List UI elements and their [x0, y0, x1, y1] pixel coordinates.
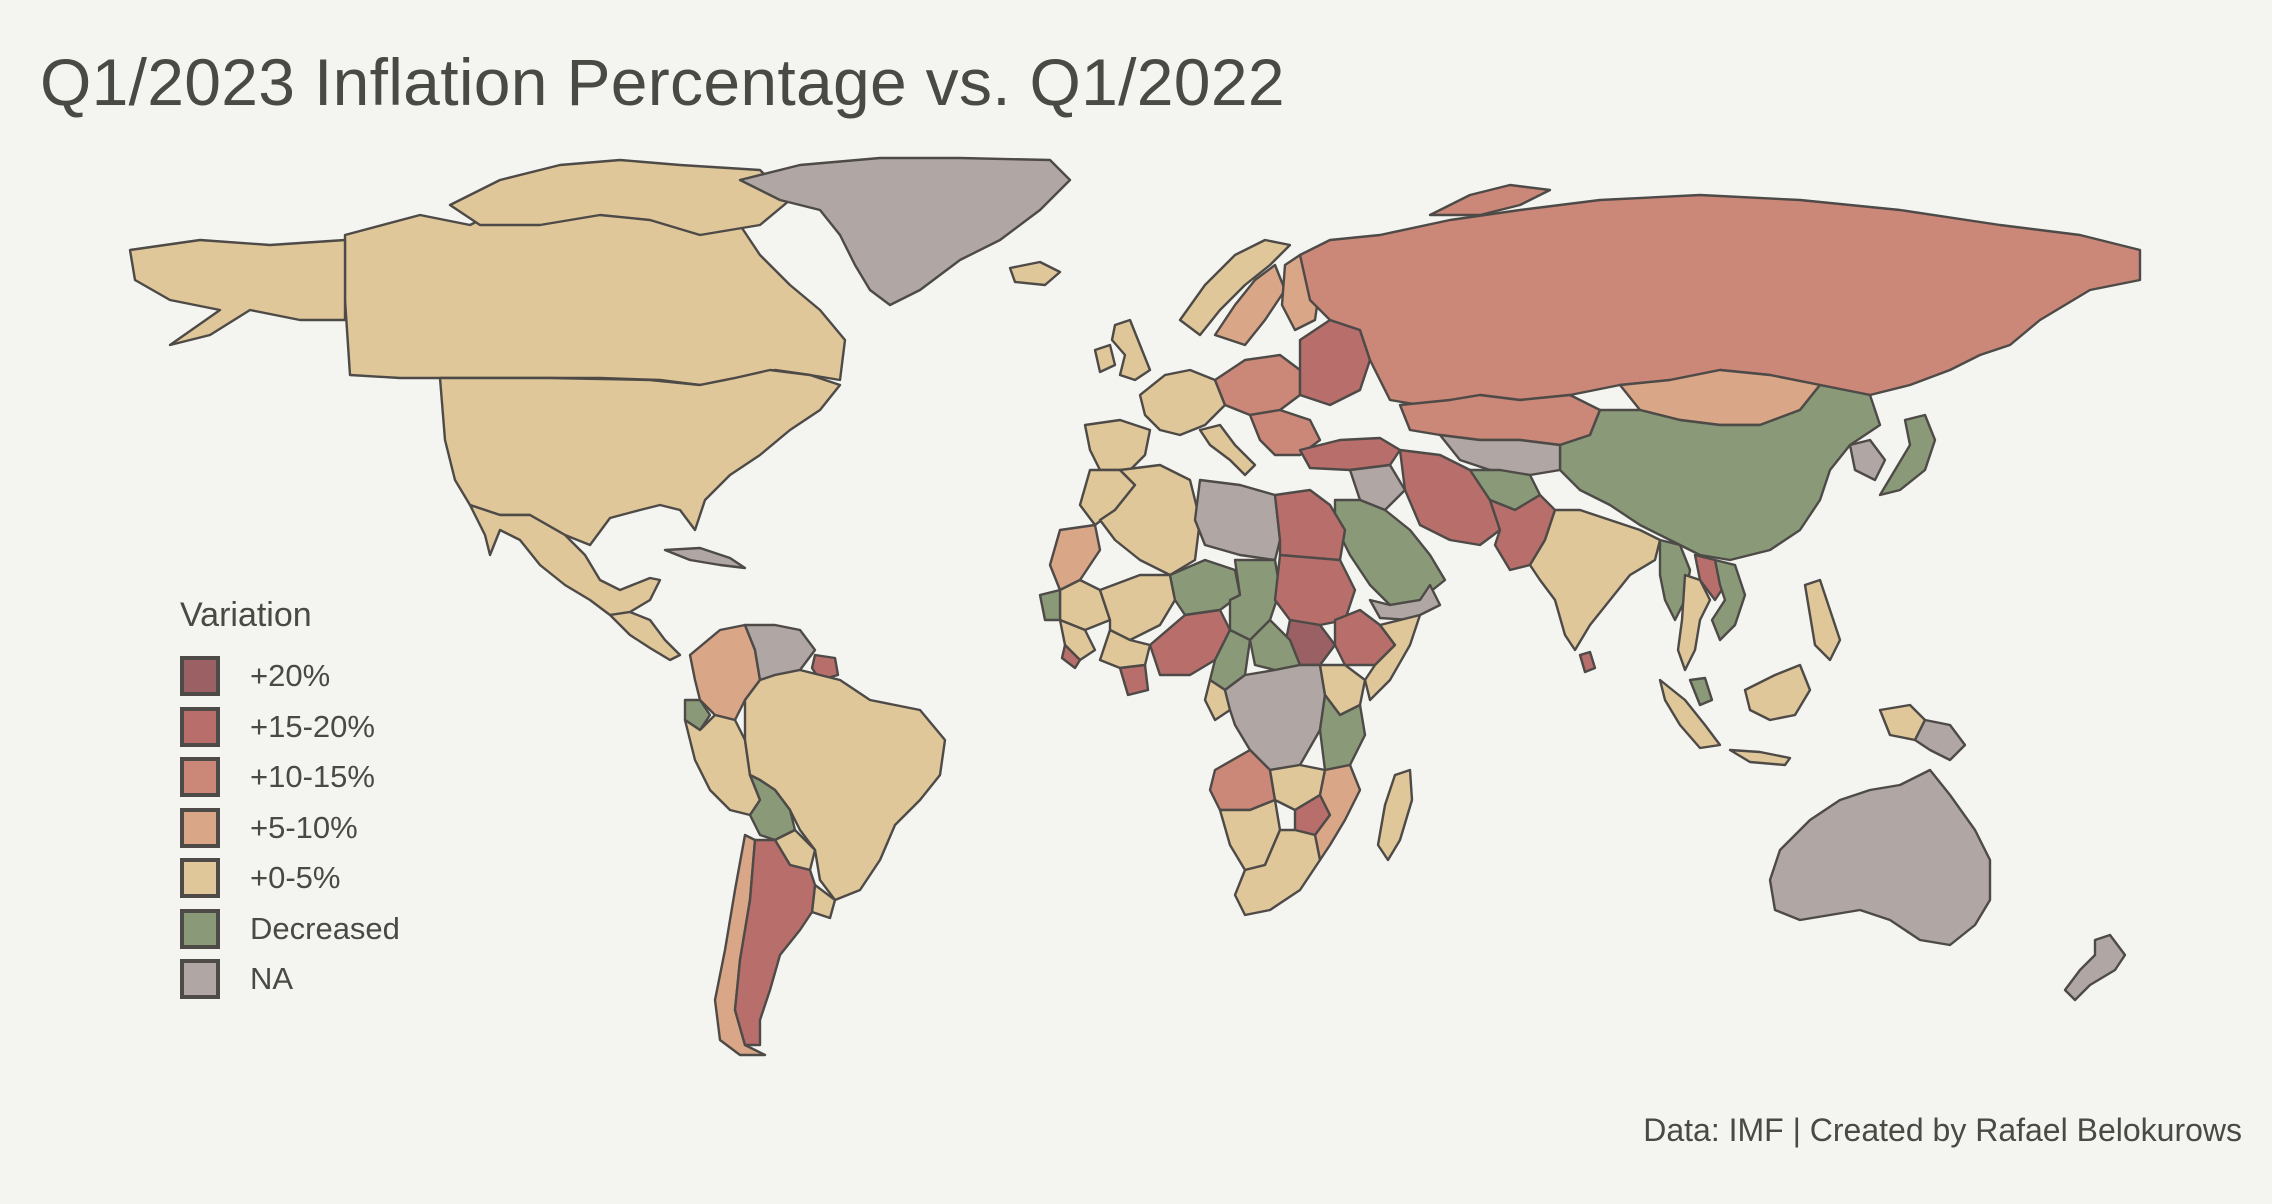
- legend-swatch: [180, 959, 220, 1000]
- region-south-africa[interactable]: [1233, 828, 1322, 917]
- legend-swatch: [180, 706, 220, 747]
- legend-item: +15-20%: [180, 702, 400, 753]
- region-ghana[interactable]: [1118, 663, 1150, 697]
- region-italy[interactable]: [1198, 423, 1257, 477]
- region-japan[interactable]: [1878, 413, 1937, 497]
- region-vietnam[interactable]: [1710, 558, 1747, 642]
- region-western-europe[interactable]: [1138, 368, 1227, 437]
- legend-label: +0-5%: [250, 860, 341, 896]
- region-malaysia[interactable]: [1688, 676, 1714, 707]
- region-gabon[interactable]: [1203, 678, 1232, 722]
- legend-label: NA: [250, 961, 294, 997]
- region-canada-islands[interactable]: [448, 158, 792, 237]
- region-iran[interactable]: [1398, 448, 1502, 547]
- region-sweden[interactable]: [1213, 263, 1287, 347]
- region-india[interactable]: [1528, 508, 1662, 652]
- region-western-sahara[interactable]: [1048, 523, 1102, 592]
- region-greenland[interactable]: [738, 156, 1072, 307]
- legend-label: Decreased: [250, 910, 400, 946]
- legend: Variation +20% +15-20% +10-15% +5-10% +0…: [180, 596, 400, 1005]
- legend-title: Variation: [180, 596, 312, 634]
- region-china[interactable]: [1558, 383, 1882, 562]
- region-norway[interactable]: [1178, 238, 1292, 337]
- region-borneo[interactable]: [1743, 663, 1812, 722]
- region-guinea[interactable]: [1058, 618, 1097, 662]
- region-madagascar[interactable]: [1376, 768, 1414, 862]
- region-cuba[interactable]: [663, 546, 747, 570]
- region-sri-lanka[interactable]: [1578, 650, 1597, 674]
- region-mali[interactable]: [1098, 573, 1177, 642]
- region-new-zealand[interactable]: [2063, 933, 2127, 1002]
- region-senegal[interactable]: [1038, 588, 1062, 622]
- legend-label: +5-10%: [250, 809, 358, 845]
- legend-swatch: [180, 858, 220, 899]
- region-ecuador[interactable]: [683, 698, 712, 732]
- legend-item: +10-15%: [180, 752, 400, 803]
- region-ireland[interactable]: [1093, 343, 1117, 374]
- region-sierra-leone[interactable]: [1060, 643, 1082, 670]
- region-kazakhstan[interactable]: [1398, 393, 1602, 447]
- region-algeria[interactable]: [1098, 463, 1202, 577]
- region-korea[interactable]: [1848, 438, 1887, 482]
- legend-label: +10-15%: [250, 759, 375, 795]
- region-dr-congo[interactable]: [1223, 663, 1327, 772]
- legend-label: +15-20%: [250, 708, 375, 744]
- source-caption: Data: IMF | Created by Rafael Belokurows: [1643, 1112, 2242, 1148]
- legend-label: +20%: [250, 658, 331, 694]
- legend-item: +20%: [180, 651, 400, 702]
- region-turkey[interactable]: [1298, 436, 1402, 472]
- region-philippines[interactable]: [1803, 578, 1842, 662]
- region-iberia[interactable]: [1083, 418, 1152, 472]
- region-somalia[interactable]: [1363, 613, 1422, 702]
- region-sudan[interactable]: [1273, 553, 1357, 627]
- region-central-europe[interactable]: [1213, 353, 1302, 417]
- region-tanzania[interactable]: [1318, 693, 1367, 772]
- region-argentina[interactable]: [733, 838, 817, 1047]
- legend-swatch: [180, 807, 220, 848]
- region-russia-arctic[interactable]: [1428, 183, 1552, 217]
- legend-swatch: [180, 908, 220, 949]
- region-libya[interactable]: [1193, 478, 1282, 562]
- region-australia[interactable]: [1768, 768, 1992, 947]
- legend-swatch: [180, 757, 220, 798]
- region-iceland[interactable]: [1008, 260, 1062, 287]
- region-iraq[interactable]: [1348, 463, 1407, 512]
- region-eastern-europe[interactable]: [1298, 318, 1372, 407]
- region-thailand[interactable]: [1676, 573, 1712, 672]
- region-yemen[interactable]: [1368, 583, 1442, 622]
- legend-swatch: [180, 656, 220, 697]
- region-indonesia-sumatra[interactable]: [1658, 678, 1722, 750]
- legend-item: Decreased: [180, 904, 400, 955]
- region-united-kingdom[interactable]: [1110, 318, 1152, 382]
- region-alaska[interactable]: [128, 238, 347, 347]
- region-mozambique[interactable]: [1313, 763, 1362, 862]
- legend-item: NA: [180, 954, 400, 1005]
- region-central-america[interactable]: [608, 610, 682, 662]
- region-indonesia-java[interactable]: [1728, 748, 1792, 767]
- map-title: Q1/2023 Inflation Percentage vs. Q1/2022: [40, 45, 1285, 119]
- region-papua-new-guinea[interactable]: [1913, 718, 1967, 762]
- legend-item: +5-10%: [180, 803, 400, 854]
- legend-item: +0-5%: [180, 853, 400, 904]
- region-central-asia[interactable]: [1438, 433, 1562, 477]
